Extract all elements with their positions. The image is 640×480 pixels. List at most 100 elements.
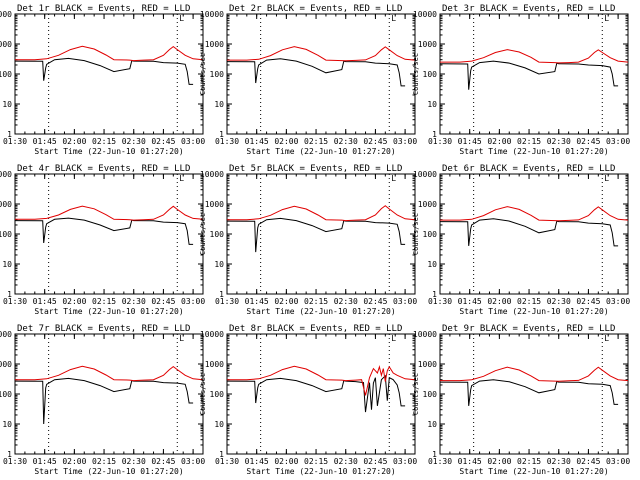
x-axis-label: Start Time (22-Jun-10 01:27:20) [246,307,395,316]
x-tick-label: 02:00 [487,457,511,466]
x-tick-label: 02:00 [487,137,511,146]
x-tick-label: 03:00 [181,297,205,306]
y-tick-label: 10000 [200,330,224,339]
x-tick-label: 02:30 [547,457,571,466]
lld-series-line [440,49,629,64]
panel-title: Det 1r BLACK = Events, RED = LLD [17,4,190,14]
marker-label: L [179,334,184,343]
events-series-line [14,217,194,245]
marker-label: L [391,174,396,183]
x-axis-label: Start Time (22-Jun-10 01:27:20) [459,147,608,156]
x-tick-label: 02:30 [122,137,146,146]
x-tick-label: 01:30 [3,137,27,146]
x-tick-label: 02:15 [92,457,116,466]
panel-1: Det 1r BLACK = Events, RED = LLD 1 10 100 10… [0,4,205,156]
events-series-line [14,57,194,85]
x-tick-label: 02:30 [334,137,358,146]
panel-title: Det 4r BLACK = Events, RED = LLD [17,164,190,174]
y-tick-label: 1000 [418,360,437,369]
y-tick-label: 10000 [0,170,12,179]
y-tick-label: 100 [0,70,12,79]
y-tick-label: 10000 [0,10,12,19]
y-tick-label: 10 [427,420,437,429]
x-tick-label: 02:00 [62,457,86,466]
x-tick-label: 02:15 [517,457,541,466]
panel-4: Det 4r BLACK = Events, RED = LLD 1 10 100 10… [0,164,205,316]
lld-series-line [227,365,416,396]
x-tick-label: 03:00 [393,457,417,466]
y-tick-label: 1 [219,290,224,299]
x-tick-label: 03:00 [393,137,417,146]
panel-title: Det 7r BLACK = Events, RED = LLD [17,324,190,334]
x-tick-label: 02:15 [517,297,541,306]
y-tick-label: 1 [432,290,437,299]
panel-title: Det 8r BLACK = Events, RED = LLD [229,324,402,334]
y-axis-label: Counts/sec [199,213,207,255]
x-tick-label: 01:30 [428,297,452,306]
y-tick-label: 1 [432,130,437,139]
events-series-line [226,374,406,413]
x-tick-label: 02:30 [334,457,358,466]
marker-label: L [179,14,184,23]
y-tick-label: 100 [423,230,438,239]
panel-6: Det 6r BLACK = Events, RED = LLD 1 10 100 10… [412,164,630,316]
x-tick-label: 02:15 [304,137,328,146]
x-tick-label: 01:30 [3,457,27,466]
panel-9: Det 9r BLACK = Events, RED = LLD 1 10 100 10… [412,324,630,476]
x-axis-label: Start Time (22-Jun-10 01:27:20) [459,307,608,316]
y-tick-label: 10 [2,420,12,429]
x-tick-label: 03:00 [393,297,417,306]
x-tick-label: 01:30 [215,457,239,466]
y-tick-label: 1000 [418,40,437,49]
y-tick-label: 100 [210,390,225,399]
y-axis-label: Counts/sec [199,53,207,95]
y-tick-label: 10 [214,420,224,429]
marker-label: L [179,174,184,183]
x-tick-label: 02:15 [92,297,116,306]
x-axis-label: Start Time (22-Jun-10 01:27:20) [459,467,608,476]
y-tick-label: 10 [2,100,12,109]
x-tick-label: 01:30 [428,457,452,466]
y-axis-label: Counts/sec [412,373,420,415]
y-tick-label: 10000 [413,170,437,179]
y-tick-label: 1 [432,450,437,459]
x-tick-label: 02:00 [274,457,298,466]
x-tick-label: 02:30 [122,457,146,466]
y-tick-label: 100 [210,230,225,239]
marker-label: L [604,334,609,343]
lld-series-line [440,206,629,222]
lld-series-line [15,205,204,221]
x-tick-label: 02:15 [304,297,328,306]
y-tick-label: 1000 [205,40,224,49]
x-tick-label: 02:15 [304,457,328,466]
x-tick-label: 02:45 [576,137,600,146]
panel-title: Det 2r BLACK = Events, RED = LLD [229,4,402,14]
y-tick-label: 1000 [0,40,12,49]
x-tick-label: 01:45 [33,297,57,306]
x-tick-label: 03:00 [181,457,205,466]
x-tick-label: 03:00 [606,297,630,306]
y-tick-label: 10000 [200,10,224,19]
x-tick-label: 02:45 [151,457,175,466]
y-tick-label: 1000 [205,200,224,209]
panel-title: Det 5r BLACK = Events, RED = LLD [229,164,402,174]
panel-3: Det 3r BLACK = Events, RED = LLD 1 10 100 10… [412,4,630,156]
x-tick-label: 01:30 [428,137,452,146]
x-tick-label: 02:00 [274,137,298,146]
x-tick-label: 02:45 [576,297,600,306]
y-tick-label: 100 [423,70,438,79]
y-tick-label: 10 [214,260,224,269]
y-tick-label: 100 [0,230,12,239]
panel-title: Det 9r BLACK = Events, RED = LLD [442,324,615,334]
x-tick-label: 02:45 [363,297,387,306]
panel-title: Det 3r BLACK = Events, RED = LLD [442,4,615,14]
x-tick-label: 02:30 [334,297,358,306]
events-series-line [439,379,619,406]
x-tick-label: 02:45 [151,137,175,146]
y-tick-label: 1 [219,130,224,139]
x-tick-label: 01:45 [245,137,269,146]
x-tick-label: 03:00 [606,137,630,146]
marker-label: L [391,14,396,23]
x-tick-label: 01:45 [33,457,57,466]
y-tick-label: 10000 [0,330,12,339]
